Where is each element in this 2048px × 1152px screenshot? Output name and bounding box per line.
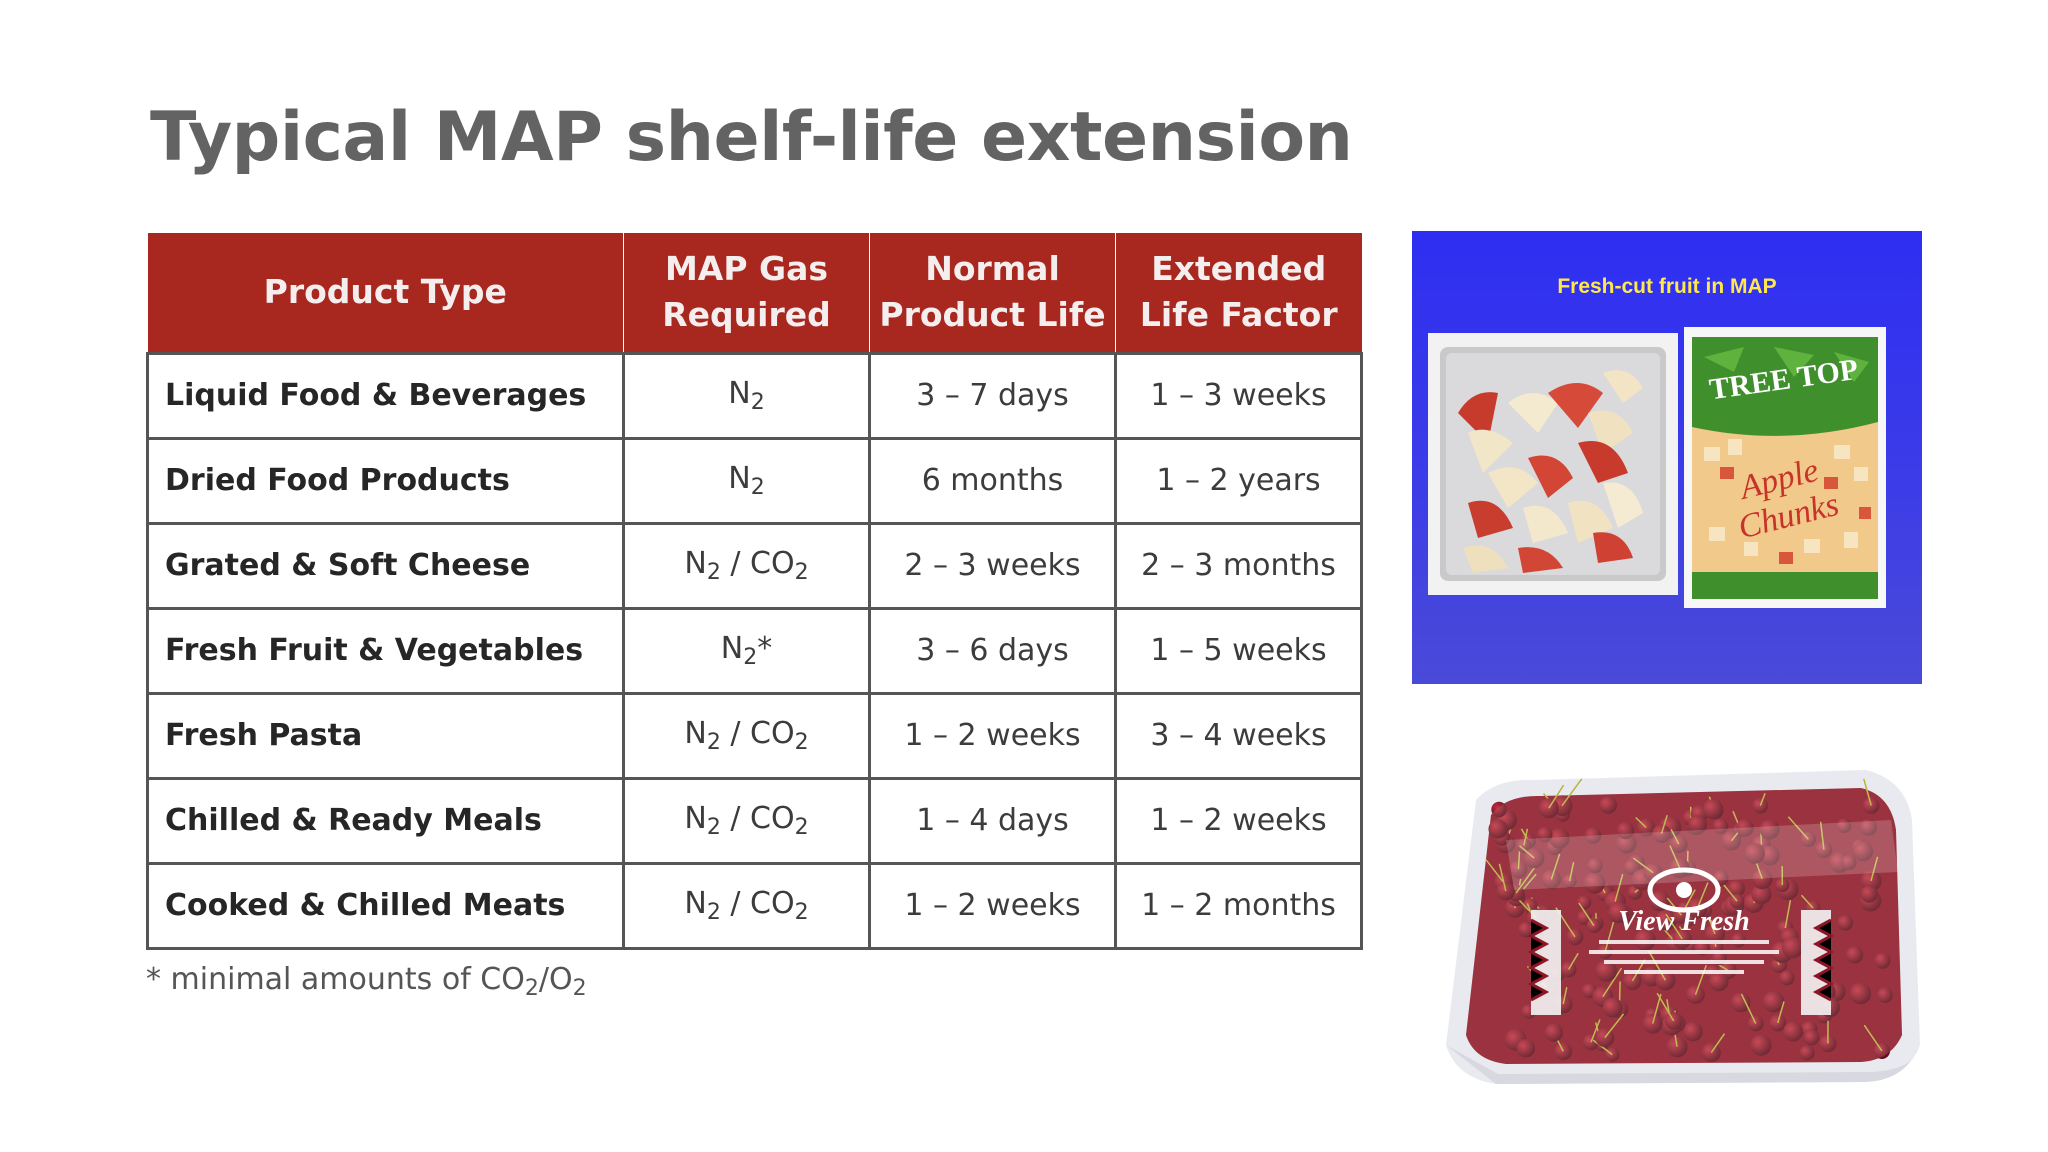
- header-normal-life-line2: Product Life: [879, 295, 1106, 335]
- viewfresh-logo: View Fresh: [1589, 867, 1779, 974]
- table-row: Liquid Food & Beverages N2 3 – 7 days 1 – 3…: [146, 351, 1363, 440]
- header-map-gas-line1: MAP Gas: [664, 249, 829, 289]
- fresh-cut-fruit-panel: Fresh-cut fruit in MAP TREE: [1412, 231, 1922, 684]
- table-row: Grated & Soft Cheese N2 / CO2 2 – 3 weeks 2…: [146, 521, 1363, 610]
- gas-base: N: [684, 801, 707, 836]
- cell-extended-life: 3 – 4 weeks: [1114, 691, 1363, 780]
- cell-map-gas: N2 / CO2: [622, 521, 871, 610]
- gas-base: N: [684, 716, 707, 751]
- cell-extended-life: 1 – 5 weeks: [1114, 606, 1363, 695]
- cell-extended-life: 1 – 2 years: [1114, 436, 1363, 525]
- gas-base: N: [684, 546, 707, 581]
- cell-map-gas: N2 / CO2: [622, 691, 871, 780]
- header-extended-life: Extended Life Factor: [1115, 233, 1362, 354]
- cell-product-type: Chilled & Ready Meals: [146, 776, 625, 865]
- header-normal-life: Normal Product Life: [869, 233, 1116, 354]
- cell-extended-life: 1 – 3 weeks: [1114, 351, 1363, 440]
- gas-sub2: 2: [794, 815, 809, 840]
- gas-separator: /: [720, 801, 751, 836]
- gas-sub: 2: [750, 390, 765, 415]
- gas-sub: 2: [706, 560, 721, 585]
- footnote-slash-o: /O: [538, 962, 573, 997]
- gas-base2: CO: [750, 716, 795, 751]
- gas-base2: CO: [750, 546, 795, 581]
- cell-normal-life: 2 – 3 weeks: [868, 521, 1117, 610]
- gas-base: N: [728, 376, 751, 411]
- header-product-type-text: Product Type: [263, 272, 507, 312]
- cell-map-gas: N2*: [622, 606, 871, 695]
- table-header-row: Product Type MAP Gas Required Normal Pro…: [147, 233, 1362, 354]
- gas-separator: /: [720, 546, 751, 581]
- footnote-sub-o2: 2: [572, 976, 587, 1001]
- cell-product-type: Fresh Fruit & Vegetables: [146, 606, 625, 695]
- cell-extended-life: 1 – 2 months: [1114, 861, 1363, 950]
- cherry-box-photo: View Fresh: [1446, 770, 1920, 1084]
- gas-sub: 2: [706, 900, 721, 925]
- cell-map-gas: N2: [622, 351, 871, 440]
- table-row: Chilled & Ready Meals N2 / CO2 1 – 4 days 1…: [146, 776, 1363, 865]
- slide-title: Typical MAP shelf-life extension: [150, 98, 1353, 177]
- cell-extended-life: 2 – 3 months: [1114, 521, 1363, 610]
- gas-sub: 2: [743, 645, 758, 670]
- cell-product-type: Dried Food Products: [146, 436, 625, 525]
- footnote-sub-co2: 2: [524, 976, 539, 1001]
- header-map-gas: MAP Gas Required: [623, 233, 870, 354]
- gas-sub: 2: [706, 730, 721, 755]
- gas-base: N: [684, 886, 707, 921]
- cell-product-type: Cooked & Chilled Meats: [146, 861, 625, 950]
- gas-sub: 2: [750, 475, 765, 500]
- header-product-type: Product Type: [147, 233, 624, 354]
- cell-product-type: Grated & Soft Cheese: [146, 521, 625, 610]
- header-normal-life-line1: Normal: [925, 249, 1060, 289]
- cell-map-gas: N2: [622, 436, 871, 525]
- treetop-apple-chunks-bag-photo: TREE TOP Apple Chunks: [1684, 327, 1886, 608]
- cell-normal-life: 1 – 2 weeks: [868, 691, 1117, 780]
- gas-base2: CO: [750, 886, 795, 921]
- cell-product-type: Fresh Pasta: [146, 691, 625, 780]
- gas-base2: CO: [750, 801, 795, 836]
- gas-suffix: *: [757, 631, 773, 666]
- gas-base: N: [728, 461, 751, 496]
- table-row: Fresh Fruit & Vegetables N2* 3 – 6 days 1 –…: [146, 606, 1363, 695]
- table-body: Liquid Food & Beverages N2 3 – 7 days 1 – 3…: [146, 351, 1363, 950]
- cell-map-gas: N2 / CO2: [622, 861, 871, 950]
- cell-product-type: Liquid Food & Beverages: [146, 351, 625, 440]
- gas-sub2: 2: [794, 900, 809, 925]
- table-row: Fresh Pasta N2 / CO2 1 – 2 weeks 3 – 4 week…: [146, 691, 1363, 780]
- shelf-life-table: Product Type MAP Gas Required Normal Pro…: [146, 233, 1363, 950]
- header-map-gas-line2: Required: [662, 295, 831, 335]
- header-extended-life-line2: Life Factor: [1139, 295, 1338, 335]
- cell-extended-life: 1 – 2 weeks: [1114, 776, 1363, 865]
- gas-base: N: [720, 631, 744, 666]
- gas-sub: 2: [706, 815, 721, 840]
- cherry-brand-text: View Fresh: [1618, 906, 1749, 937]
- apple-slices-bag-photo: [1428, 333, 1678, 595]
- fruit-panel-title: Fresh-cut fruit in MAP: [1557, 275, 1777, 298]
- table-row: Cooked & Chilled Meats N2 / CO2 1 – 2 week…: [146, 861, 1363, 950]
- gas-sub2: 2: [794, 560, 809, 585]
- cell-normal-life: 1 – 2 weeks: [868, 861, 1117, 950]
- table-row: Dried Food Products N2 6 months 1 – 2 years: [146, 436, 1363, 525]
- footnote: * minimal amounts of CO2/O2: [146, 962, 587, 1001]
- gas-sub2: 2: [794, 730, 809, 755]
- gas-separator: /: [720, 886, 751, 921]
- cell-normal-life: 1 – 4 days: [868, 776, 1117, 865]
- cell-map-gas: N2 / CO2: [622, 776, 871, 865]
- footnote-text: * minimal amounts of CO: [146, 962, 525, 997]
- cell-normal-life: 3 – 6 days: [868, 606, 1117, 695]
- gas-separator: /: [720, 716, 751, 751]
- cell-normal-life: 6 months: [868, 436, 1117, 525]
- header-extended-life-line1: Extended: [1151, 249, 1327, 289]
- cell-normal-life: 3 – 7 days: [868, 351, 1117, 440]
